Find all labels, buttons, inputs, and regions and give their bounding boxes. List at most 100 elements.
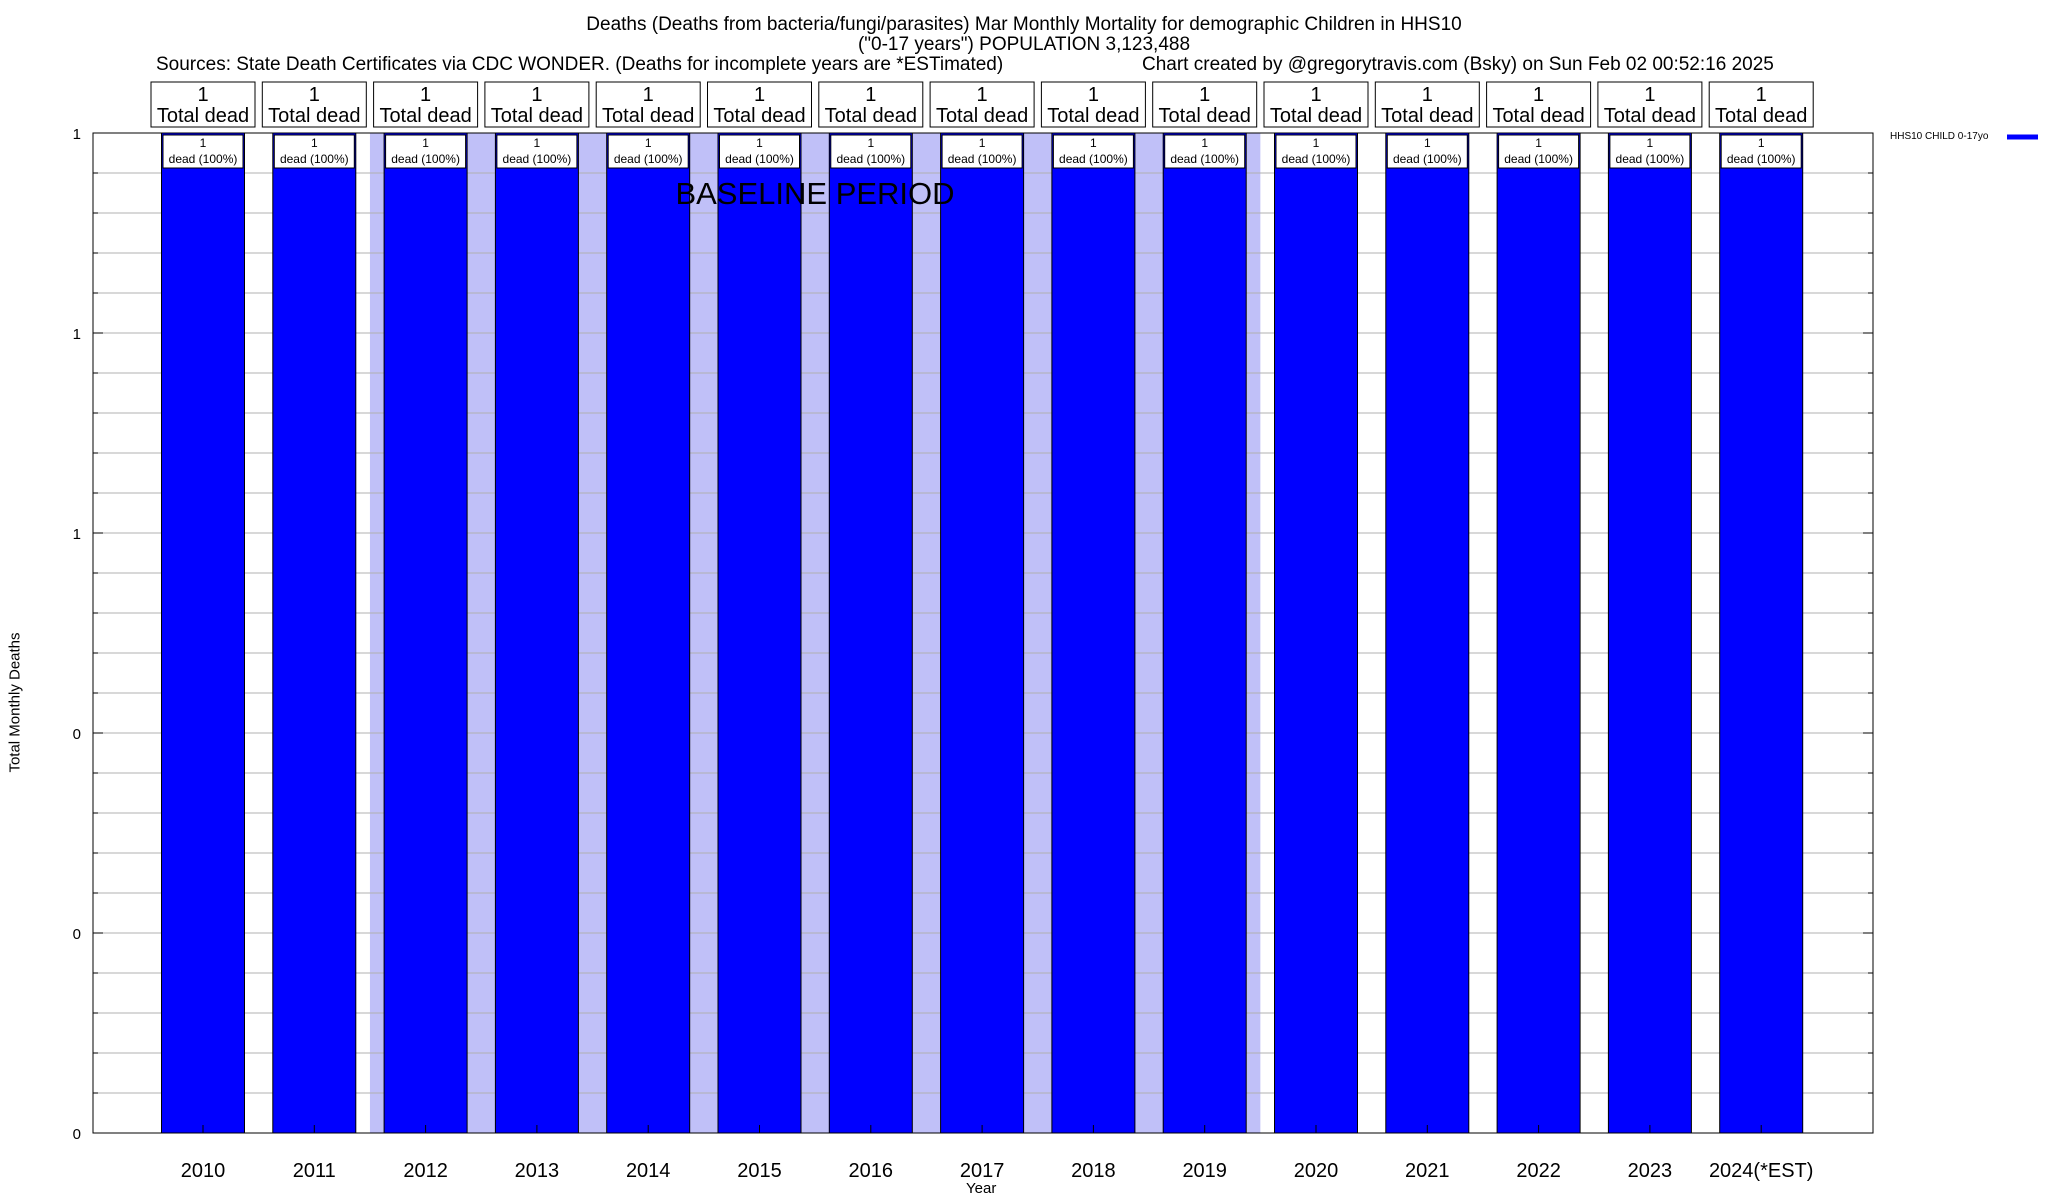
total-dead-label: Total dead xyxy=(491,105,583,127)
x-tick-label-2022: 2022 xyxy=(1516,1160,1561,1182)
bar-value-count: 1 xyxy=(1647,136,1654,150)
bar-2011 xyxy=(272,132,357,1134)
total-dead-count: 1 xyxy=(1644,84,1655,106)
chart-title: Deaths (Deaths from bacteria/fungi/paras… xyxy=(586,14,1462,35)
bar-value-label: dead (100%) xyxy=(836,152,905,166)
y-tick-label: 0 xyxy=(73,726,81,743)
bar-value-label: dead (100%) xyxy=(1616,152,1685,166)
total-dead-count: 1 xyxy=(1310,84,1321,106)
total-dead-count: 1 xyxy=(1756,84,1767,106)
total-dead-label: Total dead xyxy=(1159,105,1251,127)
total-dead-count: 1 xyxy=(977,84,988,106)
total-dead-label: Total dead xyxy=(1604,105,1696,127)
bar-value-box xyxy=(719,134,800,169)
bar-2020 xyxy=(1274,132,1358,1134)
y-tick-label: 1 xyxy=(73,126,81,143)
x-tick-label-2011: 2011 xyxy=(293,1160,336,1182)
y-tick-label: 1 xyxy=(73,326,81,343)
bar-value-count: 1 xyxy=(979,136,986,150)
bar-value-count: 1 xyxy=(422,136,429,150)
x-tick-label-2018: 2018 xyxy=(1071,1160,1116,1182)
total-dead-label: Total dead xyxy=(936,105,1028,127)
bar-2010 xyxy=(161,132,245,1134)
bar-value-label: dead (100%) xyxy=(1727,152,1796,166)
total-dead-box xyxy=(1263,81,1369,128)
bar-value-label: dead (100%) xyxy=(1170,152,1239,166)
bar-2013 xyxy=(494,132,579,1134)
total-dead-label: Total dead xyxy=(1715,105,1807,127)
x-tick-label-2010: 2010 xyxy=(181,1160,226,1182)
total-dead-count: 1 xyxy=(1533,84,1544,106)
total-dead-box xyxy=(1708,81,1814,128)
total-dead-box xyxy=(595,81,701,128)
total-dead-count: 1 xyxy=(865,84,876,106)
bar-value-count: 1 xyxy=(1758,136,1765,150)
bar-value-count: 1 xyxy=(534,136,541,150)
total-dead-box xyxy=(818,81,924,128)
x-tick-label-2015: 2015 xyxy=(737,1160,782,1182)
total-dead-label: Total dead xyxy=(268,105,360,127)
bar-value-box xyxy=(273,134,355,169)
total-dead-label: Total dead xyxy=(713,105,805,127)
total-dead-box xyxy=(373,81,479,128)
y-tick-label: 0 xyxy=(73,926,81,943)
bar-2014 xyxy=(606,132,691,1134)
total-dead-label: Total dead xyxy=(1381,105,1473,127)
chart-subtitle: ("0-17 years") POPULATION 3,123,488 xyxy=(857,34,1191,55)
bar-value-box xyxy=(830,134,912,169)
total-dead-box xyxy=(1040,81,1146,128)
total-dead-label: Total dead xyxy=(379,105,471,127)
total-dead-label: Total dead xyxy=(602,105,694,127)
bar-2017 xyxy=(940,132,1025,1134)
total-dead-count: 1 xyxy=(643,84,654,106)
total-dead-count: 1 xyxy=(754,84,765,106)
bar-value-label: dead (100%) xyxy=(280,152,349,166)
total-dead-count: 1 xyxy=(1088,84,1099,106)
x-tick-label-2020: 2020 xyxy=(1294,1160,1339,1182)
bar-2024(*EST) xyxy=(1719,132,1804,1134)
bar-value-label: dead (100%) xyxy=(725,152,794,166)
bar-value-count: 1 xyxy=(1535,136,1542,150)
bar-2019 xyxy=(1162,132,1247,1134)
bar-value-box xyxy=(941,134,1023,169)
chart-credit: Chart created by @gregorytravis.com (Bsk… xyxy=(1142,54,1774,75)
total-dead-label: Total dead xyxy=(825,105,917,127)
x-tick-label-2023: 2023 xyxy=(1628,1160,1673,1182)
x-tick-label-2012: 2012 xyxy=(403,1160,448,1182)
x-axis-label: Year xyxy=(966,1180,997,1197)
bar-value-label: dead (100%) xyxy=(614,152,683,166)
total-dead-count: 1 xyxy=(197,84,208,106)
bar-value-box xyxy=(1164,134,1246,169)
bar-value-label: dead (100%) xyxy=(169,152,238,166)
bar-value-box xyxy=(1498,134,1580,169)
bar-value-box xyxy=(496,134,578,169)
bar-value-label: dead (100%) xyxy=(1504,152,1573,166)
total-dead-count: 1 xyxy=(420,84,431,106)
bar-value-box xyxy=(162,134,244,169)
bar-value-count: 1 xyxy=(200,136,207,150)
bar-2022 xyxy=(1496,132,1581,1134)
bar-value-label: dead (100%) xyxy=(1393,152,1462,166)
total-dead-label: Total dead xyxy=(1047,105,1139,127)
bar-2012 xyxy=(383,132,468,1134)
plot-frame xyxy=(92,132,1874,1134)
bar-value-label: dead (100%) xyxy=(391,152,460,166)
bar-2015 xyxy=(717,132,802,1134)
bar-value-count: 1 xyxy=(1313,136,1320,150)
bar-value-box xyxy=(1275,134,1357,169)
x-tick-label-2014: 2014 xyxy=(626,1160,671,1182)
total-dead-box xyxy=(929,81,1035,128)
bar-value-count: 1 xyxy=(645,136,652,150)
bar-2016 xyxy=(828,132,913,1134)
bar-2018 xyxy=(1051,132,1136,1134)
bar-value-count: 1 xyxy=(1090,136,1097,150)
bar-value-box xyxy=(607,134,689,169)
total-dead-box xyxy=(707,81,812,128)
total-dead-box xyxy=(1374,81,1480,128)
bar-value-box xyxy=(1052,134,1134,169)
total-dead-label: Total dead xyxy=(1492,105,1584,127)
bar-value-count: 1 xyxy=(1424,136,1431,150)
total-dead-box xyxy=(1486,81,1592,128)
x-tick-label-2019: 2019 xyxy=(1182,1160,1227,1182)
bar-value-label: dead (100%) xyxy=(948,152,1017,166)
